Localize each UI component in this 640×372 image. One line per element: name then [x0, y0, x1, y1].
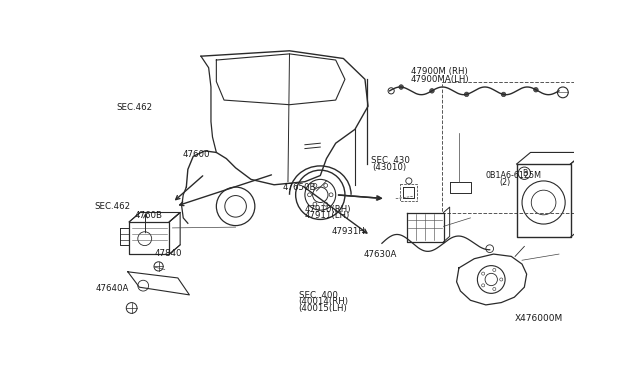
Text: 47900MA(LH): 47900MA(LH) — [411, 74, 469, 83]
Text: SEC. 430: SEC. 430 — [371, 156, 410, 165]
Text: 47600: 47600 — [182, 150, 210, 158]
Text: 47931H: 47931H — [332, 227, 366, 236]
Circle shape — [399, 85, 403, 89]
Text: (43010): (43010) — [372, 163, 406, 172]
Text: 47900M (RH): 47900M (RH) — [411, 67, 468, 76]
Circle shape — [464, 92, 469, 97]
Text: 47840: 47840 — [154, 248, 182, 258]
Text: B: B — [522, 170, 527, 179]
Text: 0B1A6-6125M: 0B1A6-6125M — [486, 171, 541, 180]
Text: SEC.462: SEC.462 — [94, 202, 130, 211]
Text: 47650B: 47650B — [283, 183, 316, 192]
Text: 47640A: 47640A — [95, 284, 129, 293]
Text: X476000M: X476000M — [515, 314, 563, 323]
Text: (40015(LH): (40015(LH) — [298, 304, 347, 313]
Circle shape — [501, 92, 506, 97]
Text: 4760B: 4760B — [135, 211, 163, 219]
Text: (40014(RH): (40014(RH) — [298, 297, 348, 307]
Text: 47910(RH): 47910(RH) — [305, 205, 351, 214]
Text: SEC. 400: SEC. 400 — [300, 291, 339, 300]
Circle shape — [534, 87, 538, 92]
Circle shape — [429, 89, 435, 93]
Text: (2): (2) — [499, 178, 511, 187]
Text: 47911(LH): 47911(LH) — [305, 211, 349, 221]
Text: SEC.462: SEC.462 — [116, 103, 152, 112]
Text: 47630A: 47630A — [364, 250, 397, 259]
